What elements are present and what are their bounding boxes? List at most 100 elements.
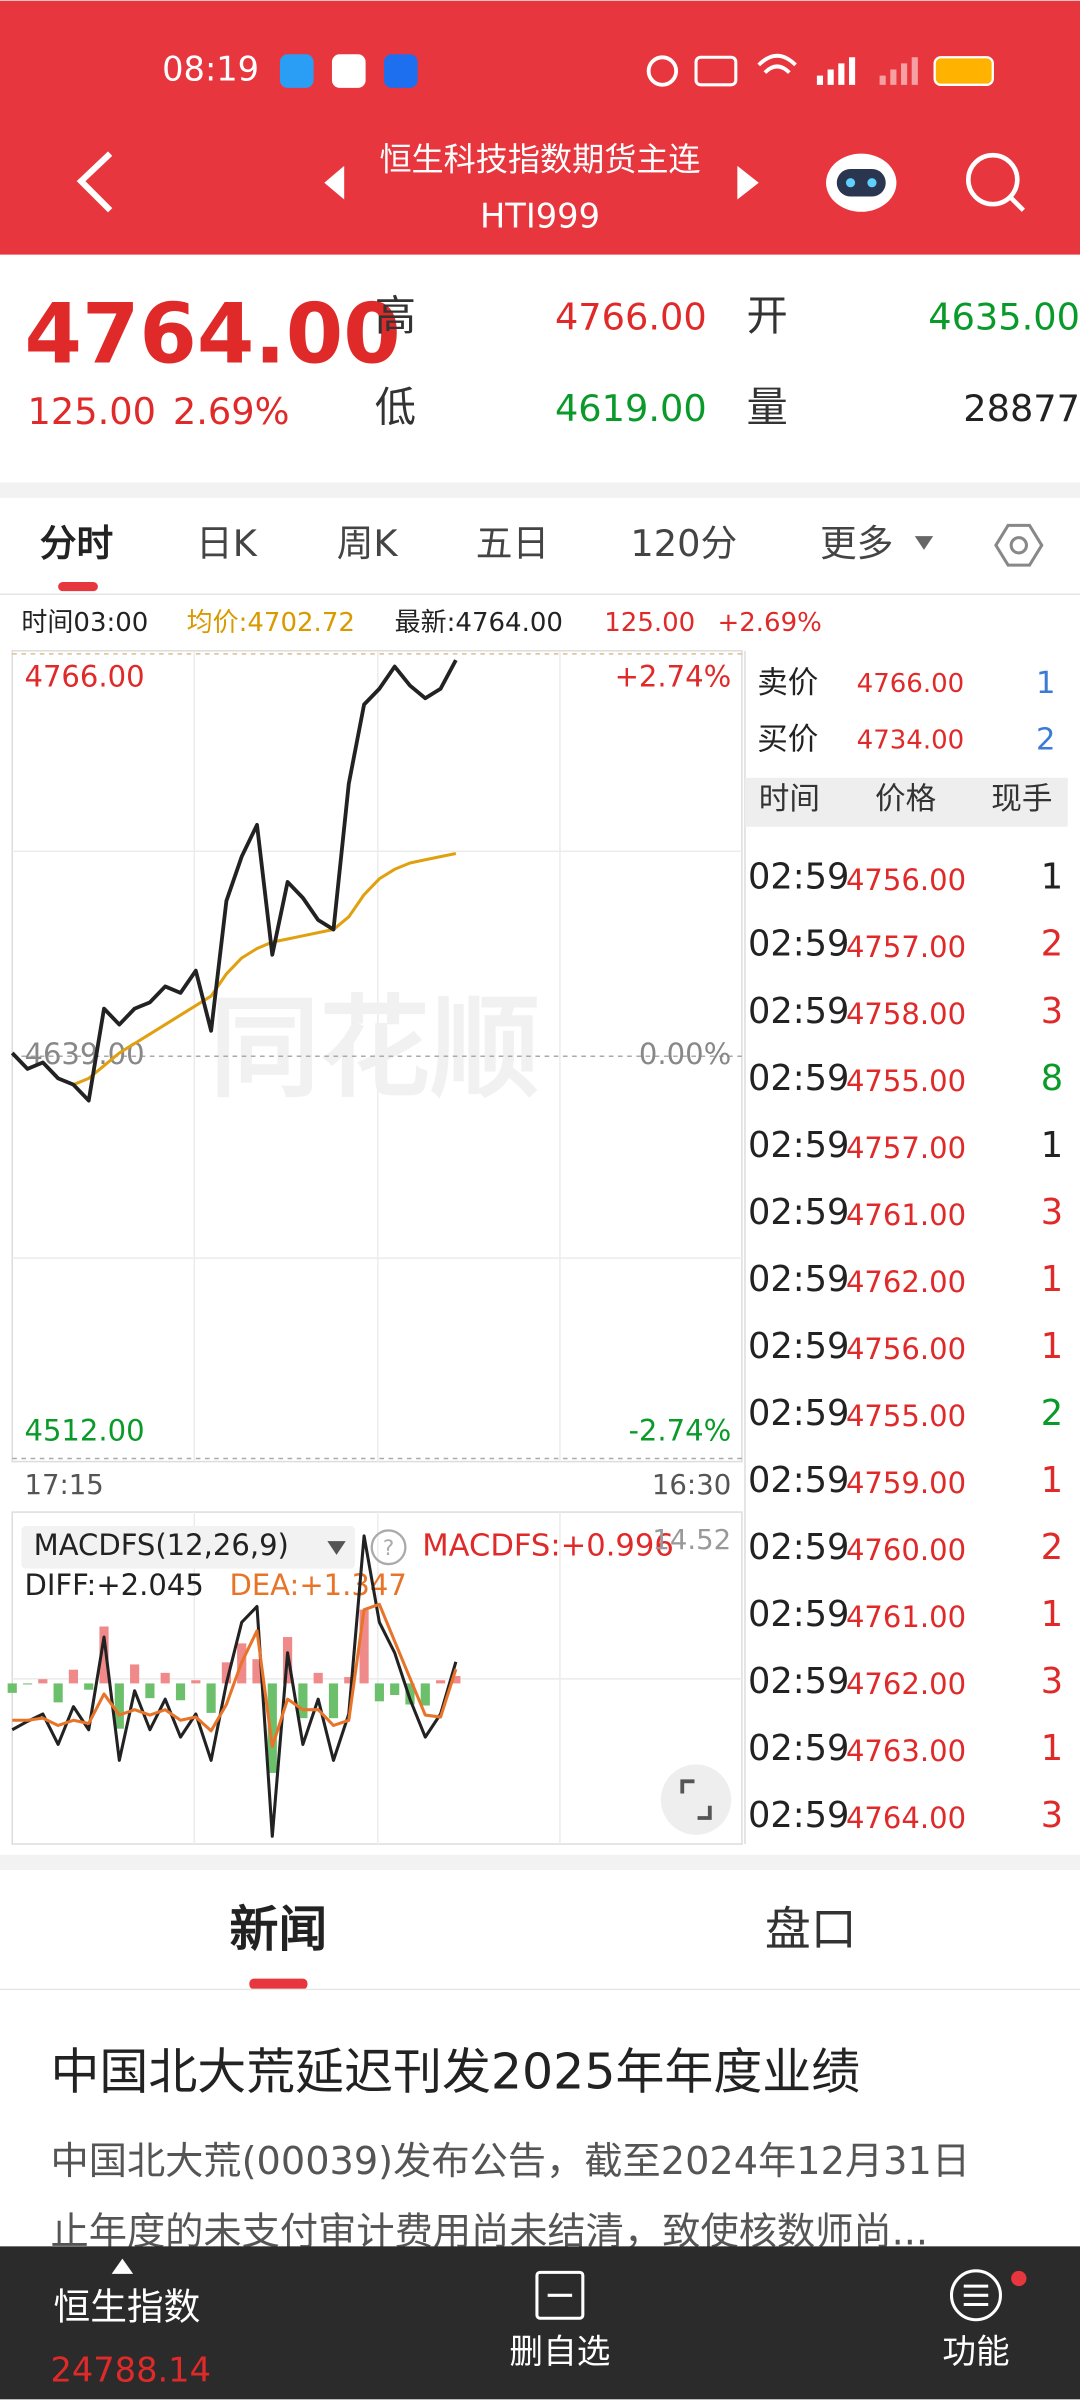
chart-tab[interactable]: 日K <box>196 522 258 565</box>
ask-price: 4766.00 <box>857 669 965 699</box>
signal-icon <box>816 57 856 85</box>
trade-price: 4757.00 <box>846 930 966 964</box>
chart-tab[interactable]: 120分 <box>630 522 737 565</box>
macd-bar <box>313 1672 323 1684</box>
trade-qty: 1 <box>1041 1259 1063 1300</box>
page-code: HTI999 <box>480 196 600 235</box>
trade-qty: 2 <box>1041 924 1063 965</box>
news-title[interactable]: 中国北大荒延迟刊发2025年年度业绩 <box>50 2044 860 2101</box>
expand-button[interactable] <box>660 1764 732 1835</box>
y-tick-label: 4639.00 <box>24 1037 144 1071</box>
action[interactable]: 功能 <box>942 2332 1009 2371</box>
macd-bar <box>99 1626 109 1684</box>
y-tick-label: 4512.00 <box>24 1414 144 1448</box>
trade-time: 02:59 <box>748 1527 849 1568</box>
chart-tab[interactable]: 周K <box>337 522 399 565</box>
indicator-name: MACDFS(12,26,9) <box>34 1528 289 1562</box>
label: 买价 <box>757 723 818 758</box>
trade-time: 02:59 <box>748 1661 849 1702</box>
label: 低 <box>375 384 416 432</box>
macd-bar <box>38 1679 48 1684</box>
index-value: 24788.14 <box>50 2350 211 2389</box>
next-button[interactable] <box>737 165 759 200</box>
trade-qty: 3 <box>1041 991 1063 1032</box>
header-bg <box>0 0 1080 255</box>
trade-qty: 1 <box>1041 1728 1063 1769</box>
macd-bar <box>84 1683 94 1690</box>
index-name[interactable]: 恒生指数 <box>54 2286 201 2329</box>
badge <box>1011 2270 1027 2287</box>
dropdown-icon <box>327 1541 346 1555</box>
info-change-pct: +2.69% <box>717 608 821 638</box>
info-avg: 均价:4702.72 <box>187 608 355 638</box>
macd-bar <box>68 1669 79 1684</box>
trade-price: 4756.00 <box>846 1332 966 1366</box>
trade-price: 4764.00 <box>846 1801 966 1835</box>
label: 量 <box>747 384 788 432</box>
macd-bar <box>359 1609 369 1684</box>
trade-time: 02:59 <box>748 1728 849 1769</box>
trade-qty: 1 <box>1041 1125 1063 1166</box>
info-latest: 最新:4764.00 <box>395 608 563 638</box>
y-tick-label: 4766.00 <box>24 659 144 693</box>
trade-time: 02:59 <box>748 1594 849 1635</box>
macd-bar <box>7 1683 17 1693</box>
info-change: 125.00 <box>604 608 695 638</box>
chart-tab[interactable]: 更多 <box>820 522 893 565</box>
trade-time: 02:59 <box>748 1058 849 1099</box>
search-icon <box>966 152 1020 207</box>
price-line <box>10 659 458 1103</box>
trade-price: 4762.00 <box>846 1265 966 1299</box>
trade-time: 02:59 <box>748 924 849 965</box>
watermark: 同花顺 <box>210 984 540 1112</box>
macd-value: MACDFS:+0.996 <box>422 1529 674 1564</box>
prev-button[interactable] <box>324 165 345 200</box>
chart-tab[interactable]: 分时 <box>40 522 113 565</box>
trade-time: 02:59 <box>748 1192 849 1233</box>
y2-tick-label: -2.74% <box>628 1414 731 1448</box>
expand-icon <box>680 1779 712 1820</box>
indicator-selector[interactable] <box>21 1525 355 1569</box>
trade-price: 4755.00 <box>846 1399 966 1433</box>
volume: 28877 <box>963 387 1080 430</box>
average-line <box>72 852 457 1087</box>
diff-line <box>11 1534 458 1838</box>
x-tick-label: 17:15 <box>24 1469 103 1501</box>
action[interactable]: 删自选 <box>509 2332 610 2371</box>
tab-indicator <box>249 1978 308 1990</box>
trade-qty: 3 <box>1041 1661 1063 1702</box>
macd-bar <box>451 1676 461 1684</box>
chart-tab[interactable]: 五日 <box>476 522 549 565</box>
high: 4766.00 <box>555 295 707 338</box>
menu-icon <box>963 2284 989 2307</box>
trade-time: 02:59 <box>748 1326 849 1367</box>
macd-bar <box>405 1683 415 1705</box>
trade-qty: 8 <box>1041 1058 1063 1099</box>
expand-icon[interactable] <box>111 2258 134 2274</box>
news-tab[interactable]: 新闻 <box>229 1901 327 1958</box>
settings-button[interactable] <box>994 523 1044 567</box>
news-tab[interactable]: 盘口 <box>765 1902 857 1956</box>
help-button[interactable] <box>370 1529 407 1566</box>
assistant-button[interactable] <box>826 153 897 212</box>
trade-qty: 1 <box>1041 1326 1063 1367</box>
trade-price: 4761.00 <box>846 1198 966 1232</box>
macd-bar <box>344 1677 354 1684</box>
trade-time: 02:59 <box>748 1259 849 1300</box>
trade-time: 02:59 <box>748 991 849 1032</box>
macd-bar <box>390 1683 400 1695</box>
robot-eye <box>867 178 877 188</box>
trade-price: 4763.00 <box>846 1734 966 1768</box>
trade-price: 4755.00 <box>846 1064 966 1098</box>
macd-bar <box>221 1662 231 1684</box>
back-button[interactable] <box>76 151 113 213</box>
last-price: 4764.00 <box>24 287 400 383</box>
dropdown-icon <box>914 536 934 550</box>
label: 开 <box>747 292 788 340</box>
column-header: 价格 <box>875 782 936 817</box>
search-button[interactable] <box>966 152 1026 212</box>
trade-price: 4756.00 <box>846 863 966 897</box>
change-pct: 2.69% <box>173 390 290 433</box>
